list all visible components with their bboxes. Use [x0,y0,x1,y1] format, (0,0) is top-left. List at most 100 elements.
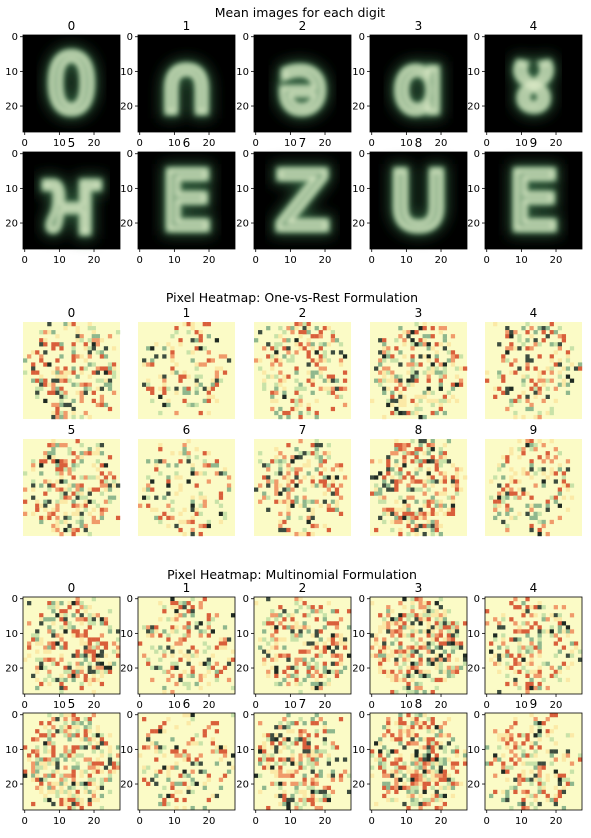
heatmap-cell [314,467,319,472]
heatmap-cell [322,491,327,496]
heatmap-cell [274,342,279,347]
heatmap-cell [99,366,105,371]
heatmap-cell [63,459,68,464]
x-tick-label: 20 [550,138,563,149]
heatmap-cell [529,503,534,508]
heatmap-cell [326,793,331,799]
heatmap-cell [418,459,423,464]
heatmap-cell [206,398,211,404]
heatmap-cell [513,358,518,363]
heatmap-cell [170,689,175,695]
heatmap-cell [398,625,403,630]
mean-image-background [485,152,582,249]
heatmap-cell [505,358,510,363]
heatmap-cell [509,749,514,754]
heatmap-cell [509,398,514,404]
heatmap-cell [557,613,562,618]
heatmap-cell [202,398,207,404]
heatmap-cell [47,443,52,448]
heatmap-cell [95,729,100,734]
heatmap-cell [497,733,502,738]
heatmap-cell [342,769,348,774]
heatmap-cell [71,483,76,488]
heatmap-cell [406,777,411,782]
heatmap-cell [178,649,183,654]
heatmap-cell [565,733,571,738]
heatmap-cell [63,677,68,683]
heatmap-cell [529,459,534,464]
heatmap-cell [67,665,72,670]
heatmap-cell [509,665,514,670]
heatmap-cell [202,661,207,666]
heatmap-cell [326,645,331,650]
heatmap-cell [158,617,163,622]
heatmap-cell [406,483,411,488]
heatmap-cell [286,338,291,343]
heatmap-cell [509,362,514,367]
heatmap-cell [458,645,464,650]
heatmap-cell [310,685,315,691]
heatmap-cell [63,374,68,379]
heatmap-cell [370,645,375,650]
heatmap-cell [87,717,92,722]
heatmap-cell [274,374,279,379]
heatmap-cell [39,789,44,795]
heatmap-cell [422,613,427,618]
heatmap-cell [202,346,207,351]
heatmap-cell [107,733,113,738]
heatmap-cell [71,713,76,718]
heatmap-cell [422,617,427,622]
heatmap-cell [262,629,267,634]
heatmap-cell [565,777,571,782]
heatmap-cell [59,753,64,758]
heatmap-cell [214,378,220,383]
heatmap-cell [406,669,411,674]
heatmap-cell [99,785,105,790]
heatmap-cell [406,471,411,476]
heatmap-cell [430,495,435,500]
heatmap-cell [378,653,383,658]
heatmap-cell [529,507,534,512]
heatmap-cell [517,455,522,460]
heatmap-cell [382,733,387,738]
heatmap-cell [79,601,84,606]
heatmap-cell [306,499,311,504]
panel-title: 1 [183,19,191,33]
heatmap-cell [501,737,506,742]
heatmap-cell [107,378,113,383]
heatmap-cell [557,382,562,387]
heatmap-cell [47,330,52,335]
heatmap-cell [150,645,155,650]
heatmap-cell [394,410,399,416]
heatmap-cell [79,637,84,642]
heatmap-cell [310,797,315,803]
mean-image-stroke: 0 [47,41,97,131]
heatmap-cell [274,382,279,387]
heatmap-cell [430,629,435,634]
heatmap-cell [59,394,64,399]
heatmap-cell [318,503,323,508]
heatmap-cell [378,382,383,387]
heatmap-cell [226,487,232,492]
heatmap-cell [414,471,419,476]
heatmap-cell [430,657,435,662]
heatmap-cell [39,641,44,646]
heatmap-cell [525,609,530,614]
heatmap-cell [39,483,44,488]
heatmap-cell [422,757,427,762]
heatmap-cell [55,443,60,448]
heatmap-cell [59,673,64,679]
heatmap-cell [557,781,562,786]
heatmap-cell [497,757,502,762]
heatmap-cell [99,741,105,746]
heatmap-cell [529,346,534,351]
heatmap-cell [314,729,319,734]
heatmap-cell [294,406,299,412]
heatmap-cell [442,637,447,642]
heatmap-cell [87,729,92,734]
heatmap-cell [406,523,411,529]
heatmap-cell [497,374,502,379]
heatmap-cell [39,781,44,786]
heatmap-cell [262,757,267,762]
